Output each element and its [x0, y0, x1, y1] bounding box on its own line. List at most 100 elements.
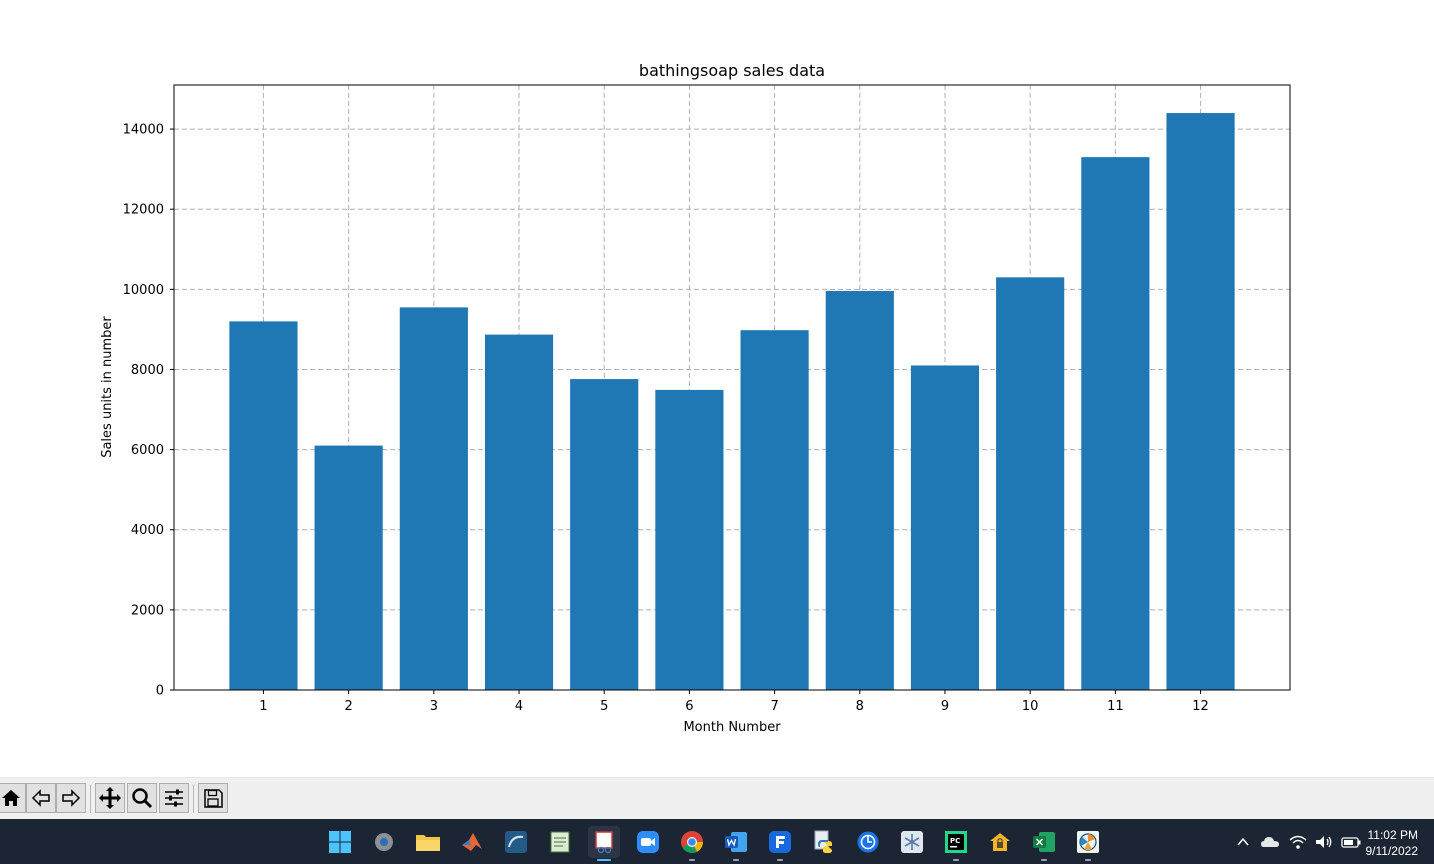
snowflake-app-icon	[901, 831, 923, 853]
x-tick-label: 4	[515, 699, 523, 714]
x-tick-label: 6	[685, 699, 693, 714]
taskbar-app-f[interactable]	[764, 826, 796, 861]
taskbar-python[interactable]	[808, 826, 840, 858]
taskbar-matplotlib-window[interactable]	[1072, 826, 1104, 861]
forward-icon	[62, 789, 81, 807]
x-tick-label: 8	[856, 699, 864, 714]
bar	[229, 321, 298, 690]
app-f-icon	[769, 831, 791, 853]
configure-subplots-button[interactable]	[159, 783, 189, 813]
word-icon	[725, 832, 747, 852]
chevron-up-icon[interactable]	[1234, 833, 1252, 851]
taskbar-chrome[interactable]	[676, 826, 708, 861]
zoom-button[interactable]	[127, 783, 157, 813]
wifi-icon[interactable]	[1288, 833, 1308, 851]
zoom-icon	[132, 788, 153, 809]
settings-icon	[375, 833, 393, 851]
save-button[interactable]	[198, 783, 228, 813]
x-tick-label: 1	[259, 699, 267, 714]
excel-icon	[1033, 832, 1055, 852]
taskbar-zoom[interactable]	[632, 826, 664, 858]
home-button[interactable]	[0, 783, 26, 813]
bar	[740, 330, 809, 690]
start-icon	[329, 831, 351, 853]
taskbar-vpn-lock[interactable]	[984, 826, 1016, 858]
chrome-icon	[681, 831, 703, 853]
taskbar-file-explorer[interactable]	[412, 826, 444, 858]
taskbar-settings[interactable]	[368, 826, 400, 858]
y-tick-label: 14000	[123, 123, 164, 138]
configure-icon	[165, 789, 183, 807]
taskbar-excel[interactable]	[1028, 826, 1060, 861]
pycharm-icon: PC	[945, 831, 967, 853]
x-tick-label: 5	[600, 699, 608, 714]
clock-date: 9/11/2022	[1365, 844, 1419, 858]
matplotlib-window-icon	[1077, 831, 1099, 853]
x-tick-label: 3	[430, 699, 438, 714]
bar-chart: bathingsoap sales data 0 2000 4000 6000 8000…	[100, 61, 1291, 735]
bar	[570, 379, 639, 690]
snipping-tool-icon	[595, 831, 613, 854]
running-indicator	[689, 859, 695, 861]
matplotlib-figure: bathingsoap sales data 0 2000 4000 6000 8000…	[100, 61, 1291, 735]
taskbar-clock[interactable]: 11:02 PM 9/11/2022	[1366, 827, 1419, 859]
python-icon	[814, 830, 832, 853]
x-tick-label: 10	[1022, 699, 1039, 714]
active-indicator	[597, 859, 611, 861]
taskbar-word[interactable]	[720, 826, 752, 861]
plot-area-frame	[173, 84, 1291, 691]
save-icon	[204, 789, 223, 808]
y-tick-label: 10000	[123, 283, 164, 298]
x-tick-label: 7	[770, 699, 778, 714]
toolbar-separator	[90, 785, 91, 813]
taskbar-mysql-workbench[interactable]	[500, 826, 532, 858]
svg-text:PC: PC	[950, 837, 960, 845]
toolbar-separator	[193, 785, 194, 813]
running-indicator	[777, 859, 783, 861]
taskbar-snowflake-app[interactable]	[896, 826, 928, 858]
taskbar-pycharm[interactable]: PC	[940, 826, 972, 861]
start-button[interactable]	[324, 826, 356, 858]
forward-button[interactable]	[56, 783, 86, 813]
matlab-icon	[462, 833, 482, 851]
bar	[314, 445, 383, 690]
notepad-icon	[550, 831, 570, 853]
onedrive-icon[interactable]	[1260, 833, 1280, 851]
pan-button[interactable]	[95, 783, 125, 813]
bar	[655, 389, 724, 690]
taskbar-snipping-tool[interactable]	[588, 826, 620, 861]
volume-icon[interactable]	[1314, 833, 1334, 851]
clock-time: 11:02 PM	[1367, 828, 1418, 842]
back-icon	[31, 789, 50, 807]
battery-icon[interactable]	[1340, 833, 1362, 851]
x-axis-label: Month Number	[683, 720, 781, 735]
taskbar-globe-app[interactable]	[852, 826, 884, 858]
bar	[825, 290, 894, 690]
bar	[910, 365, 980, 690]
matplotlib-toolbar	[0, 777, 1434, 819]
bar	[399, 307, 468, 690]
mysql-workbench-icon	[505, 831, 527, 853]
taskbar-matlab[interactable]	[456, 826, 488, 858]
globe-app-icon	[857, 831, 879, 853]
chart-title: bathingsoap sales data	[639, 61, 825, 80]
back-button[interactable]	[26, 783, 56, 813]
bar	[996, 277, 1065, 690]
y-axis-label: Sales units in number	[100, 316, 115, 458]
running-indicator	[953, 859, 959, 861]
y-tick-label: 12000	[123, 203, 164, 218]
system-tray	[1234, 819, 1362, 864]
bar	[1166, 113, 1235, 690]
running-indicator	[1085, 859, 1091, 861]
zoom-app-icon	[637, 831, 659, 853]
y-tick-label: 0	[156, 684, 164, 699]
running-indicator	[733, 859, 739, 861]
bars	[229, 113, 1235, 690]
running-indicator	[1041, 859, 1047, 861]
taskbar-notepad[interactable]	[544, 826, 576, 858]
bar	[484, 334, 554, 690]
y-tick-label: 6000	[131, 443, 164, 458]
home-icon	[2, 790, 20, 806]
pan-icon	[99, 787, 121, 809]
